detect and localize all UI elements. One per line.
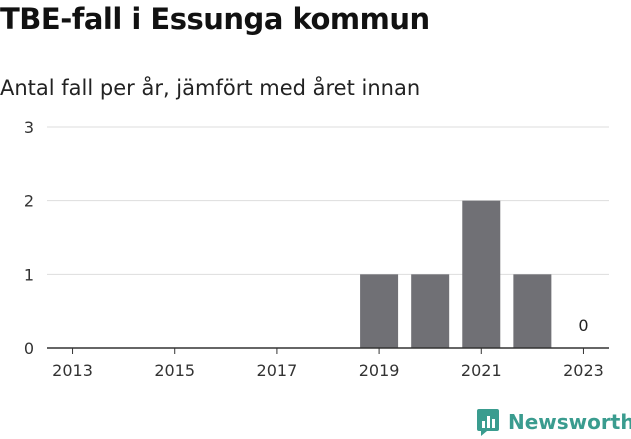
- x-tick-label-2021: 2021: [461, 361, 502, 380]
- newsworthy-logo: Newsworthy: [476, 408, 631, 436]
- chart-subtitle: Antal fall per år, jämfört med året inna…: [0, 76, 421, 100]
- bar-2022: [513, 274, 552, 348]
- x-tick-label-2013: 2013: [52, 361, 93, 380]
- y-tick-label-3: 3: [24, 118, 34, 137]
- chart-title: TBE-fall i Essunga kommun: [0, 2, 430, 36]
- brand-name: Newsworthy: [508, 410, 631, 434]
- bar-2021: [462, 200, 501, 348]
- y-tick-label-1: 1: [24, 265, 34, 284]
- x-tick-label-2023: 2023: [563, 361, 604, 380]
- y-tick-label-2: 2: [24, 192, 34, 211]
- x-tick-label-2019: 2019: [359, 361, 400, 380]
- data-label-2023: 0: [578, 316, 588, 335]
- newsworthy-logo-icon: [477, 409, 499, 436]
- x-tick-label-2015: 2015: [154, 361, 195, 380]
- x-tick-label-2017: 2017: [257, 361, 298, 380]
- y-tick-label-0: 0: [24, 339, 34, 358]
- bar-2019: [360, 274, 399, 348]
- bar-2020: [411, 274, 450, 348]
